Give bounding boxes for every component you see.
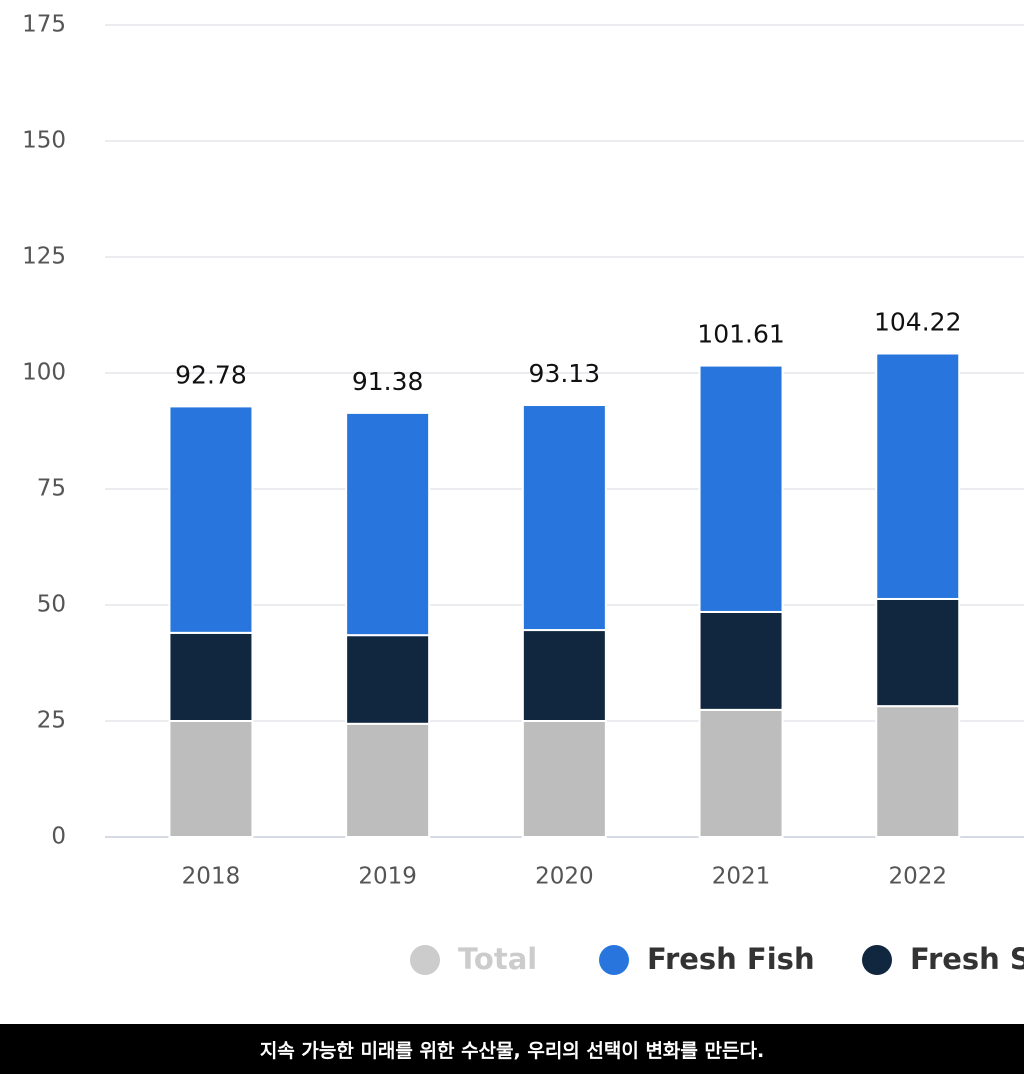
data-label: 91.38 — [352, 367, 424, 396]
bar-segment — [875, 705, 961, 838]
y-tick-label: 175 — [22, 12, 66, 38]
bar-segment — [698, 610, 784, 711]
legend-label: Total — [458, 942, 537, 976]
data-label: 104.22 — [874, 308, 961, 337]
bar-segment — [521, 404, 607, 632]
y-tick-label: 25 — [37, 708, 66, 734]
data-label: 92.78 — [175, 360, 247, 389]
x-tick-label: 2020 — [535, 864, 594, 890]
bar-segment — [168, 631, 254, 723]
y-tick-label: 150 — [22, 128, 66, 154]
bar-segment — [698, 708, 784, 839]
legend-marker — [862, 945, 892, 975]
legend-marker — [410, 945, 440, 975]
caption: 지속 가능한 미래를 위한 수산물, 우리의 선택이 변화를 만든다. — [0, 1024, 1024, 1074]
bar-segment — [521, 720, 607, 838]
x-tick-label: 2019 — [358, 864, 417, 890]
x-tick-label: 2021 — [712, 864, 771, 890]
bar-segment — [345, 634, 431, 725]
bar-segment — [875, 352, 961, 600]
y-tick-label: 75 — [37, 476, 66, 502]
y-tick-label: 100 — [22, 360, 66, 386]
y-tick-label: 0 — [51, 824, 66, 850]
y-tick-label: 125 — [22, 244, 66, 270]
x-tick-label: 2018 — [182, 864, 241, 890]
bar-segment — [168, 720, 254, 838]
bar-segment — [345, 411, 431, 637]
legend-label: Fresh Se — [910, 942, 1024, 976]
x-tick-label: 2022 — [888, 864, 947, 890]
bar-segment — [521, 629, 607, 723]
legend-label: Fresh Fish — [647, 942, 815, 976]
bar-segment — [168, 405, 254, 634]
bar-segment — [698, 364, 784, 613]
chart: 0 25 50 75 100 125 150 175 2018 92.78 2019 91.38 202… — [22, 12, 1024, 976]
data-label: 93.13 — [529, 359, 601, 388]
legend-marker — [599, 945, 629, 975]
bar-segment — [345, 722, 431, 838]
y-tick-label: 50 — [37, 592, 66, 618]
bar-segment — [875, 597, 961, 708]
data-label: 101.61 — [697, 320, 784, 349]
